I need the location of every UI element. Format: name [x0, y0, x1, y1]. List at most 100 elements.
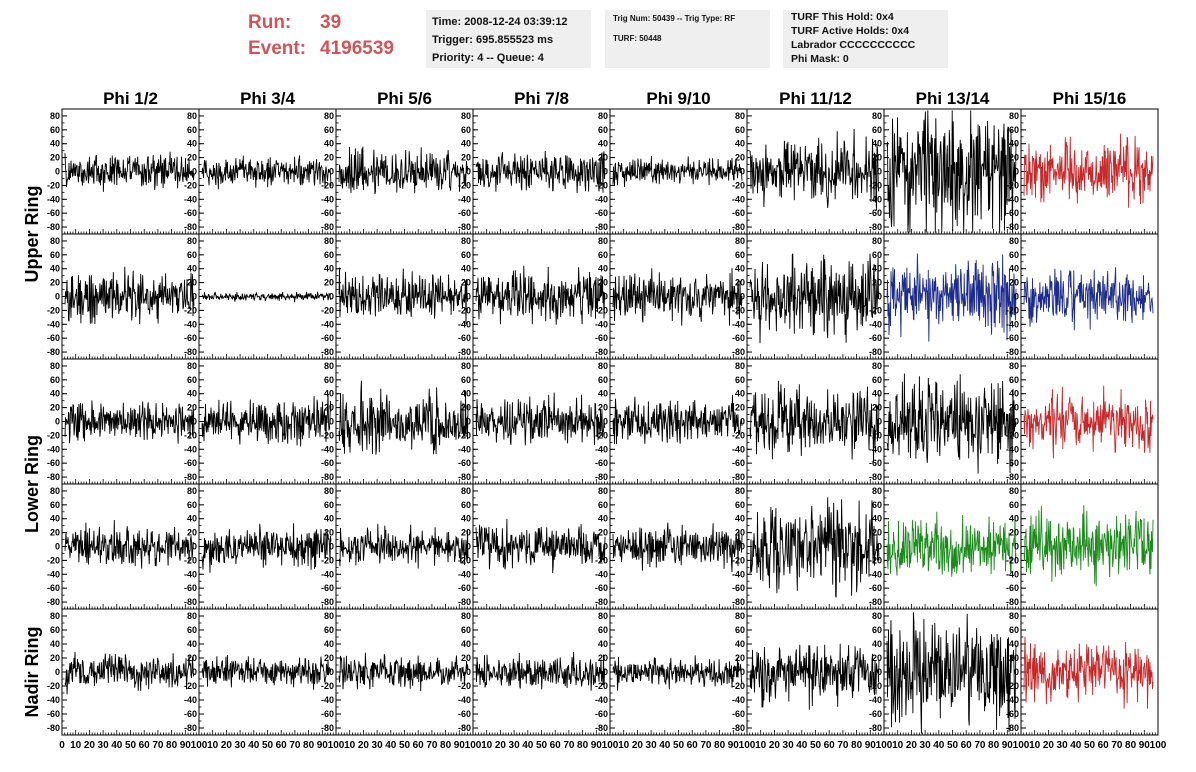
- y-tick-label: -60: [47, 208, 60, 218]
- y-tick-label: 80: [187, 361, 197, 371]
- y-tick-label: 0: [55, 167, 60, 177]
- y-tick-label: -60: [47, 709, 60, 719]
- waveform-trace: [612, 156, 743, 188]
- y-tick-label: -20: [595, 430, 608, 440]
- y-tick-label: -40: [595, 194, 608, 204]
- y-tick-label: 40: [1009, 514, 1019, 524]
- y-tick-label: 0: [1014, 542, 1019, 552]
- x-tick-label: 10: [70, 740, 82, 751]
- y-tick-label: 60: [50, 250, 60, 260]
- y-tick-label: 20: [324, 153, 334, 163]
- y-tick-label: 60: [872, 125, 882, 135]
- y-tick-label: 60: [598, 125, 608, 135]
- x-tick-label: 20: [906, 740, 918, 751]
- y-tick-label: -20: [458, 681, 471, 691]
- y-tick-label: 40: [872, 514, 882, 524]
- x-tick-label: 50: [947, 740, 959, 751]
- y-tick-label: -80: [184, 472, 197, 482]
- y-tick-label: -20: [184, 555, 197, 565]
- y-tick-label: 80: [461, 611, 471, 621]
- y-tick-label: 60: [735, 375, 745, 385]
- y-tick-label: 60: [50, 500, 60, 510]
- y-tick-label: 20: [461, 153, 471, 163]
- y-tick-label: -80: [595, 347, 608, 357]
- y-tick-label: -40: [869, 319, 882, 329]
- y-tick-label: 40: [735, 639, 745, 649]
- y-tick-label: 40: [324, 514, 334, 524]
- y-tick-label: -80: [321, 472, 334, 482]
- waveform-trace: [749, 497, 880, 598]
- waveform-trace: [1023, 267, 1154, 331]
- y-tick-label: -40: [869, 569, 882, 579]
- x-tick-label: 50: [125, 740, 137, 751]
- y-tick-label: 60: [598, 375, 608, 385]
- y-tick-label: -80: [869, 723, 882, 733]
- labrador-text: Labrador CCCCCCCCCC: [791, 39, 916, 51]
- y-tick-label: 0: [329, 667, 334, 677]
- y-tick-label: 60: [50, 625, 60, 635]
- y-tick-label: 80: [872, 486, 882, 496]
- waveform-trace: [475, 651, 606, 691]
- y-tick-label: -60: [595, 709, 608, 719]
- y-tick-label: 40: [324, 639, 334, 649]
- y-tick-label: 0: [466, 667, 471, 677]
- y-tick-label: 40: [1009, 139, 1019, 149]
- x-tick-label: 70: [974, 740, 986, 751]
- y-tick-label: 60: [324, 625, 334, 635]
- y-tick-label: 80: [50, 111, 60, 121]
- y-tick-label: 0: [55, 417, 60, 427]
- y-tick-label: 20: [50, 278, 60, 288]
- x-tick-label: 90: [591, 740, 603, 751]
- y-tick-label: 80: [598, 486, 608, 496]
- y-tick-label: 20: [187, 403, 197, 413]
- y-tick-label: 0: [192, 292, 197, 302]
- y-tick-label: 80: [187, 236, 197, 246]
- y-tick-label: -40: [184, 695, 197, 705]
- x-tick-label: 20: [769, 740, 781, 751]
- y-tick-label: -60: [184, 709, 197, 719]
- y-tick-label: 20: [461, 528, 471, 538]
- y-tick-label: -60: [732, 458, 745, 468]
- waveform-trace: [64, 519, 195, 569]
- y-tick-label: 40: [461, 639, 471, 649]
- y-tick-label: -40: [732, 444, 745, 454]
- run-event-header: Run: 39 Event: 4196539: [248, 10, 418, 66]
- waveform-trace: [64, 151, 195, 192]
- y-tick-label: 0: [877, 667, 882, 677]
- y-tick-label: -20: [321, 305, 334, 315]
- y-tick-label: -20: [47, 180, 60, 190]
- y-tick-label: 20: [50, 153, 60, 163]
- y-tick-label: 40: [324, 389, 334, 399]
- event-value: 4196539: [320, 38, 394, 59]
- y-tick-label: -20: [869, 681, 882, 691]
- y-tick-label: -80: [321, 723, 334, 733]
- y-tick-label: 60: [461, 500, 471, 510]
- y-tick-label: 80: [598, 236, 608, 246]
- x-tick-label: 100: [739, 740, 756, 751]
- y-tick-label: -80: [321, 222, 334, 232]
- x-tick-label: 70: [426, 740, 438, 751]
- y-tick-label: -40: [1006, 194, 1019, 204]
- y-tick-label: 80: [461, 236, 471, 246]
- y-tick-label: 40: [461, 514, 471, 524]
- y-tick-label: 20: [324, 528, 334, 538]
- x-tick-label: 80: [714, 740, 726, 751]
- priority-text: Priority: 4 -- Queue: 4: [432, 52, 544, 64]
- y-tick-label: 0: [1014, 292, 1019, 302]
- y-tick-label: -60: [595, 333, 608, 343]
- column-header: Phi 15/16: [1053, 89, 1127, 108]
- y-tick-label: 40: [324, 264, 334, 274]
- column-header: Phi 7/8: [514, 89, 569, 108]
- y-tick-label: 40: [50, 264, 60, 274]
- x-tick-label: 90: [728, 740, 740, 751]
- y-tick-label: 0: [192, 167, 197, 177]
- y-tick-label: 60: [598, 500, 608, 510]
- y-tick-label: 40: [1009, 389, 1019, 399]
- y-tick-label: -80: [184, 222, 197, 232]
- x-tick-label: 10: [344, 740, 356, 751]
- column-header: Phi 1/2: [103, 89, 158, 108]
- waveform-trace: [475, 265, 606, 325]
- y-tick-label: 60: [187, 375, 197, 385]
- waveform-trace: [201, 654, 332, 690]
- y-tick-label: 20: [735, 653, 745, 663]
